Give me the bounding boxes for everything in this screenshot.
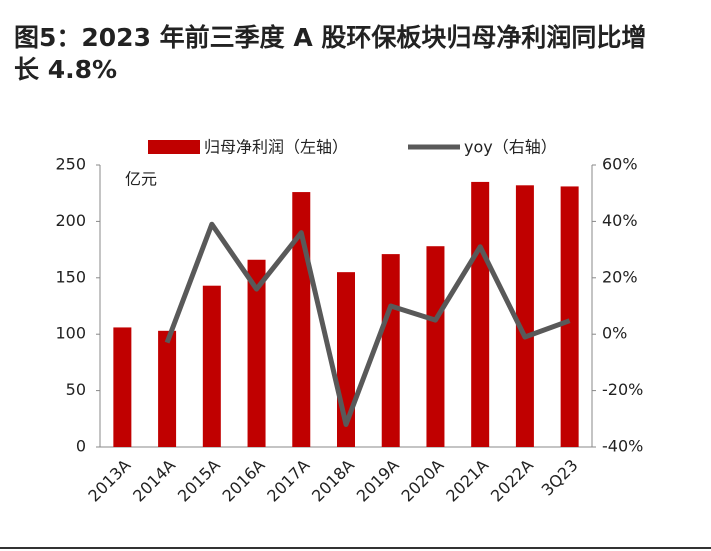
y2-tick-label: 20% (602, 267, 638, 286)
x-tick-label: 2022A (487, 456, 537, 506)
line (164, 221, 571, 427)
x-tick-label: 2021A (442, 456, 492, 506)
bar (426, 246, 445, 447)
bar (202, 285, 221, 447)
unit-label: 亿元 (125, 170, 157, 189)
legend-label: yoy（右轴） (464, 138, 557, 157)
y-tick-label: 200 (55, 211, 86, 230)
y2-tick-label: -20% (602, 380, 643, 399)
bar (515, 185, 534, 447)
y2-tick-label: 0% (602, 324, 627, 343)
bar (158, 330, 177, 447)
legend-label: 归母净利润（左轴） (204, 138, 348, 157)
y-tick-label: 100 (55, 324, 86, 343)
bar (381, 254, 400, 447)
y2-tick-label: 60% (602, 155, 638, 174)
y-tick-label: 250 (55, 155, 86, 174)
x-tick-label: 2018A (308, 456, 358, 506)
bar (113, 327, 132, 447)
y2-tick-label: -40% (602, 437, 643, 456)
x-tick-label: 2017A (263, 456, 313, 506)
y-tick-label: 150 (55, 267, 86, 286)
x-tick-label: 2013A (84, 456, 134, 506)
x-tick-label: 2015A (174, 456, 224, 506)
bar (471, 181, 490, 448)
x-tick-label: 2016A (219, 456, 269, 506)
chart-title: 图5：2023 年前三季度 A 股环保板块归母净利润同比增长 4.8% (14, 23, 647, 84)
legend-swatch (148, 140, 200, 154)
y-tick-label: 0 (76, 437, 86, 456)
y2-tick-label: 40% (602, 211, 638, 230)
y-tick-label: 50 (66, 380, 86, 399)
x-tick-label: 2020A (397, 456, 447, 506)
bar (247, 259, 266, 447)
x-tick-label: 2014A (129, 456, 179, 506)
x-tick-label: 3Q23 (538, 456, 582, 500)
bar (560, 186, 579, 447)
x-tick-label: 2019A (353, 456, 403, 506)
